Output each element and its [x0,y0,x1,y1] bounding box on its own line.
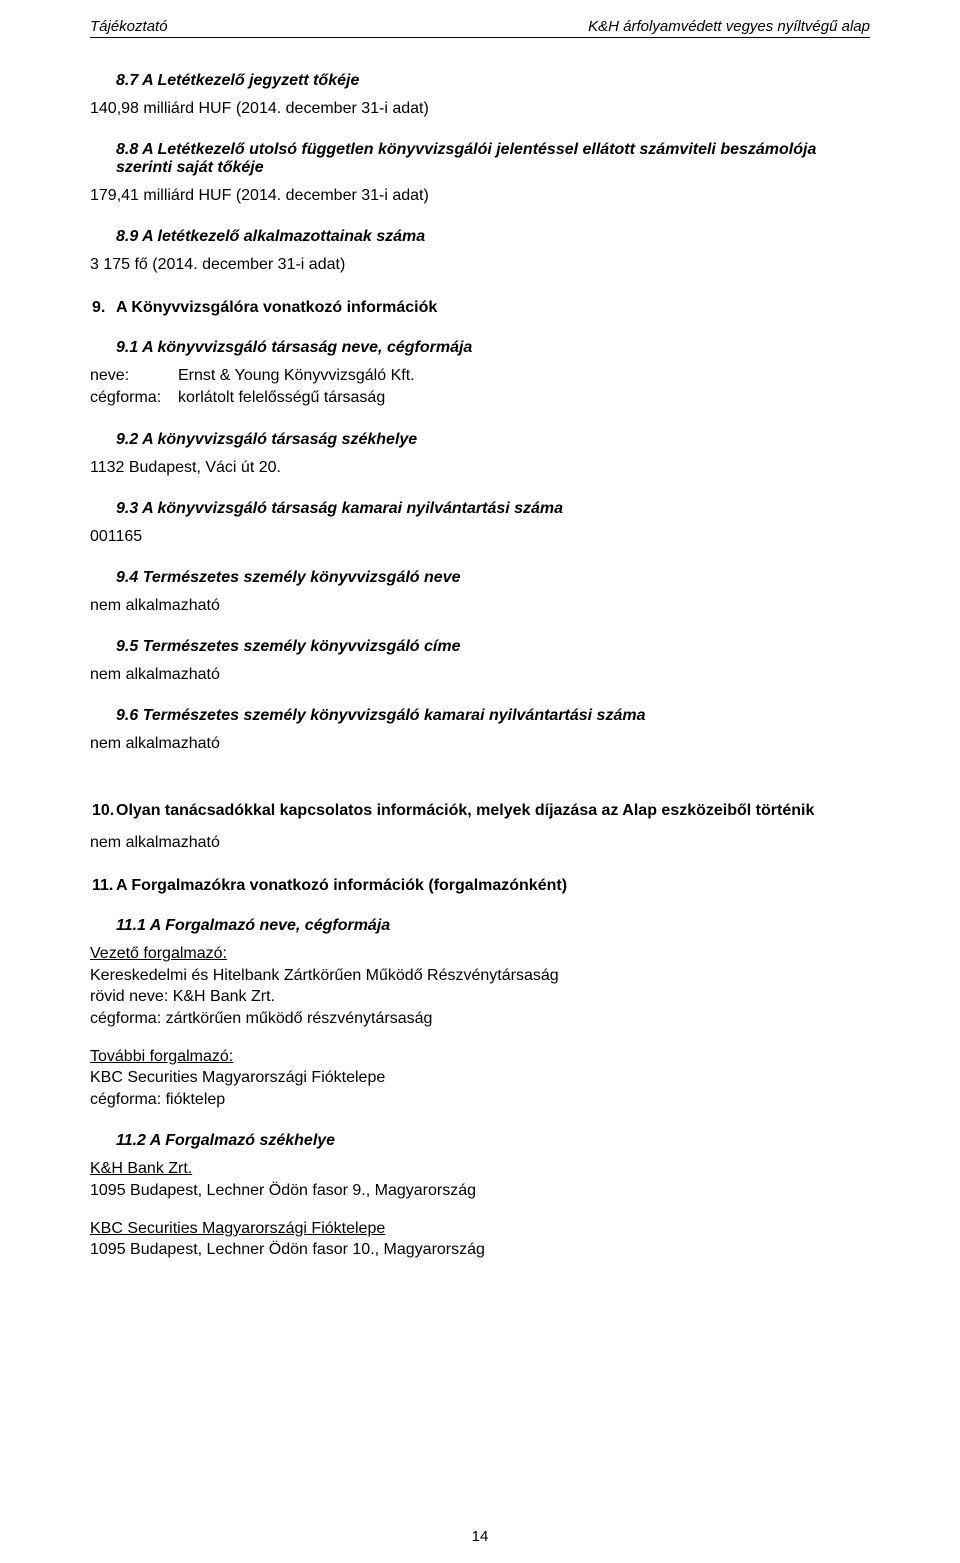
text-8-9-value: 3 175 fő (2014. december 31-i adat) [90,254,870,275]
text-8-7-value: 140,98 milliárd HUF (2014. december 31-i… [90,98,870,119]
text-lead-line1: Kereskedelmi és Hitelbank Zártkörűen Műk… [90,965,870,987]
heading-9-4: 9.4 Természetes személy könyvvizsgáló ne… [116,569,870,587]
page-header: Tájékoztató K&H árfolyamvédett vegyes ny… [90,18,870,38]
label-kbc: KBC Securities Magyarországi Fióktelepe [90,1220,385,1237]
page-number: 14 [0,1528,960,1545]
value-neve: Ernst & Young Könyvvizsgáló Kft. [178,365,415,387]
text-9-5-value: nem alkalmazható [90,664,870,685]
text-lead-line2: rövid neve: K&H Bank Zrt. [90,986,870,1008]
header-right: K&H árfolyamvédett vegyes nyíltvégű alap [588,18,870,35]
text-10-value: nem alkalmazható [90,832,870,853]
heading-8-9: 8.9 A letétkezelő alkalmazottainak száma [116,228,870,246]
text-lead-line3: cégforma: zártkörűen működő részvénytárs… [90,1008,870,1030]
block-11-1-lead: Vezető forgalmazó: Kereskedelmi és Hitel… [90,943,870,1029]
block-11-2-a: K&H Bank Zrt. 1095 Budapest, Lechner Ödö… [90,1158,870,1201]
text-9-2-value: 1132 Budapest, Váci út 20. [90,457,870,478]
page: Tájékoztató K&H árfolyamvédett vegyes ny… [0,0,960,1563]
label-cegforma: cégforma: [90,387,178,409]
value-cegforma: korlátolt felelősségű társaság [178,387,385,409]
heading-9-3: 9.3 A könyvvizsgáló társaság kamarai nyi… [116,500,870,518]
heading-11: 11. A Forgalmazókra vonatkozó információ… [90,877,870,895]
text-kbc-address: 1095 Budapest, Lechner Ödön fasor 10., M… [90,1239,870,1261]
label-kh-bank: K&H Bank Zrt. [90,1160,192,1177]
text-more-line2: cégforma: fióktelep [90,1089,870,1111]
block-11-2-b: KBC Securities Magyarországi Fióktelepe … [90,1218,870,1261]
spacer [90,764,870,778]
text-9-4-value: nem alkalmazható [90,595,870,616]
label-more-distributor: További forgalmazó: [90,1048,233,1065]
text-9-3-value: 001165 [90,526,870,547]
heading-11-title: A Forgalmazókra vonatkozó információk (f… [116,877,870,895]
heading-11-2: 11.2 A Forgalmazó székhelye [116,1132,870,1150]
block-9-1: neve: Ernst & Young Könyvvizsgáló Kft. c… [90,365,870,408]
heading-9: 9. A Könyvvizsgálóra vonatkozó informáci… [90,299,870,317]
text-9-6-value: nem alkalmazható [90,733,870,754]
heading-9-6: 9.6 Természetes személy könyvvizsgáló ka… [116,707,870,725]
heading-11-number: 11. [90,877,116,895]
heading-9-5: 9.5 Természetes személy könyvvizsgáló cí… [116,638,870,656]
text-more-line1: KBC Securities Magyarországi Fióktelepe [90,1067,870,1089]
label-lead-distributor: Vezető forgalmazó: [90,945,227,962]
heading-9-1: 9.1 A könyvvizsgáló társaság neve, cégfo… [116,339,870,357]
kv-row-neve: neve: Ernst & Young Könyvvizsgáló Kft. [90,365,870,387]
heading-9-number: 9. [90,299,116,317]
heading-9-title: A Könyvvizsgálóra vonatkozó információk [116,299,870,317]
heading-10: 10. Olyan tanácsadókkal kapcsolatos info… [90,802,870,820]
label-neve: neve: [90,365,178,387]
text-8-8-value: 179,41 milliárd HUF (2014. december 31-i… [90,185,870,206]
block-11-1-more: További forgalmazó: KBC Securities Magya… [90,1046,870,1111]
kv-row-cegforma: cégforma: korlátolt felelősségű társaság [90,387,870,409]
text-kh-bank-address: 1095 Budapest, Lechner Ödön fasor 9., Ma… [90,1180,870,1202]
header-left: Tájékoztató [90,18,168,35]
heading-8-8: 8.8 A Letétkezelő utolsó független könyv… [116,141,870,177]
heading-8-7: 8.7 A Letétkezelő jegyzett tőkéje [116,72,870,90]
heading-10-number: 10. [90,802,116,820]
heading-11-1: 11.1 A Forgalmazó neve, cégformája [116,917,870,935]
heading-10-title: Olyan tanácsadókkal kapcsolatos informác… [116,802,870,820]
heading-9-2: 9.2 A könyvvizsgáló társaság székhelye [116,431,870,449]
